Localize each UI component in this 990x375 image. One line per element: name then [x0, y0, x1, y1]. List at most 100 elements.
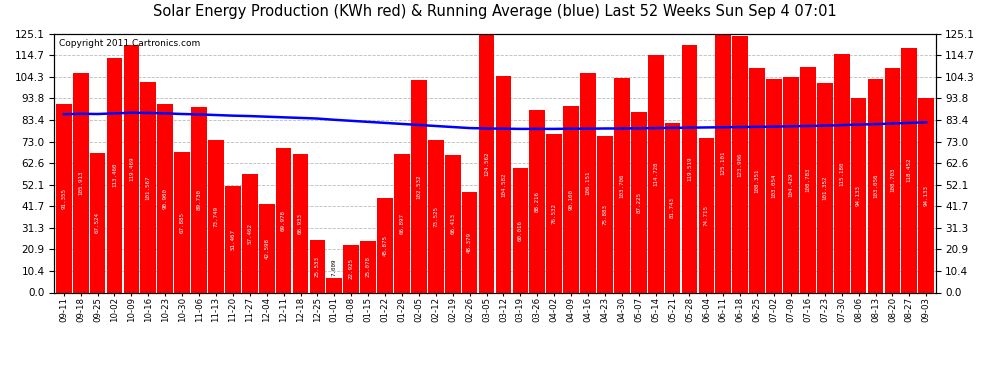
Bar: [310, 240, 326, 292]
Bar: [597, 135, 613, 292]
Bar: [614, 78, 630, 292]
Bar: [327, 278, 343, 292]
Text: 103.706: 103.706: [620, 173, 625, 198]
Bar: [174, 152, 190, 292]
Bar: [664, 123, 680, 292]
Text: 25.533: 25.533: [315, 256, 320, 277]
Text: 81.743: 81.743: [670, 198, 675, 219]
Text: Solar Energy Production (KWh red) & Running Average (blue) Last 52 Weeks Sun Sep: Solar Energy Production (KWh red) & Runn…: [153, 4, 837, 19]
Bar: [208, 140, 224, 292]
Text: 104.582: 104.582: [501, 172, 506, 196]
Text: Copyright 2011 Cartronics.com: Copyright 2011 Cartronics.com: [58, 39, 200, 48]
Text: 101.352: 101.352: [823, 176, 828, 200]
Bar: [716, 34, 732, 292]
Text: 104.429: 104.429: [788, 172, 793, 197]
Text: 125.101: 125.101: [721, 151, 726, 176]
Text: 119.469: 119.469: [129, 157, 134, 181]
Text: 45.875: 45.875: [382, 234, 387, 255]
Bar: [276, 148, 291, 292]
Bar: [107, 58, 123, 292]
Bar: [344, 245, 359, 292]
Text: 48.379: 48.379: [467, 232, 472, 253]
Bar: [377, 198, 393, 292]
Text: 57.462: 57.462: [248, 223, 252, 244]
Text: 91.355: 91.355: [61, 188, 66, 209]
Text: 115.180: 115.180: [840, 161, 844, 186]
Text: 113.460: 113.460: [112, 163, 117, 188]
Text: 60.016: 60.016: [518, 220, 523, 241]
Text: 66.933: 66.933: [298, 213, 303, 234]
Text: 22.925: 22.925: [348, 258, 353, 279]
Text: 90.100: 90.100: [568, 189, 573, 210]
Text: 94.133: 94.133: [924, 184, 929, 206]
Bar: [73, 74, 88, 292]
Bar: [682, 45, 697, 292]
Bar: [479, 35, 494, 292]
Bar: [360, 241, 376, 292]
Bar: [817, 83, 833, 292]
Bar: [141, 82, 156, 292]
Text: 108.351: 108.351: [754, 168, 759, 193]
Text: 90.900: 90.900: [162, 188, 167, 209]
Text: 87.225: 87.225: [637, 192, 642, 213]
Bar: [496, 76, 511, 292]
Bar: [242, 174, 257, 292]
Bar: [580, 73, 596, 292]
Text: 119.519: 119.519: [687, 157, 692, 181]
Bar: [191, 107, 207, 292]
Bar: [258, 204, 274, 292]
Text: 7.009: 7.009: [332, 258, 337, 276]
Bar: [55, 104, 71, 292]
Bar: [90, 153, 106, 292]
Bar: [546, 134, 562, 292]
Bar: [461, 192, 477, 292]
Text: 69.978: 69.978: [281, 210, 286, 231]
Text: 105.913: 105.913: [78, 171, 83, 195]
Text: 123.906: 123.906: [738, 152, 742, 177]
Text: 108.703: 108.703: [890, 168, 895, 192]
Bar: [800, 68, 816, 292]
Text: 73.749: 73.749: [214, 206, 219, 227]
Text: 103.054: 103.054: [771, 174, 776, 198]
Text: 66.413: 66.413: [450, 213, 455, 234]
Text: 103.056: 103.056: [873, 174, 878, 198]
Bar: [783, 76, 799, 292]
Bar: [225, 186, 241, 292]
Text: 118.452: 118.452: [907, 158, 912, 182]
Bar: [884, 68, 900, 292]
Bar: [411, 80, 427, 292]
Bar: [428, 140, 444, 292]
Text: 73.525: 73.525: [434, 206, 439, 227]
Bar: [293, 154, 308, 292]
Text: 66.897: 66.897: [400, 213, 405, 234]
Bar: [902, 48, 917, 292]
Text: 108.783: 108.783: [806, 168, 811, 192]
Text: 124.562: 124.562: [484, 152, 489, 176]
Text: 94.133: 94.133: [856, 184, 861, 206]
Text: 75.883: 75.883: [603, 204, 608, 225]
Bar: [563, 106, 579, 292]
Text: 106.151: 106.151: [585, 171, 590, 195]
Text: 42.598: 42.598: [264, 238, 269, 259]
Text: 76.532: 76.532: [551, 203, 556, 224]
Text: 67.524: 67.524: [95, 212, 100, 233]
Bar: [749, 68, 765, 292]
Bar: [867, 80, 883, 292]
Bar: [699, 138, 714, 292]
Text: 74.715: 74.715: [704, 205, 709, 226]
Text: 51.467: 51.467: [231, 229, 236, 250]
Text: 101.567: 101.567: [146, 175, 150, 200]
Text: 88.216: 88.216: [535, 191, 540, 212]
Text: 67.885: 67.885: [179, 212, 184, 233]
Bar: [394, 154, 410, 292]
Bar: [733, 36, 748, 292]
Text: 25.078: 25.078: [365, 256, 370, 277]
Bar: [766, 80, 782, 292]
Bar: [919, 98, 935, 292]
Bar: [513, 168, 529, 292]
Text: 114.728: 114.728: [653, 162, 658, 186]
Bar: [850, 98, 866, 292]
Bar: [157, 105, 173, 292]
Bar: [647, 55, 663, 292]
Bar: [834, 54, 849, 292]
